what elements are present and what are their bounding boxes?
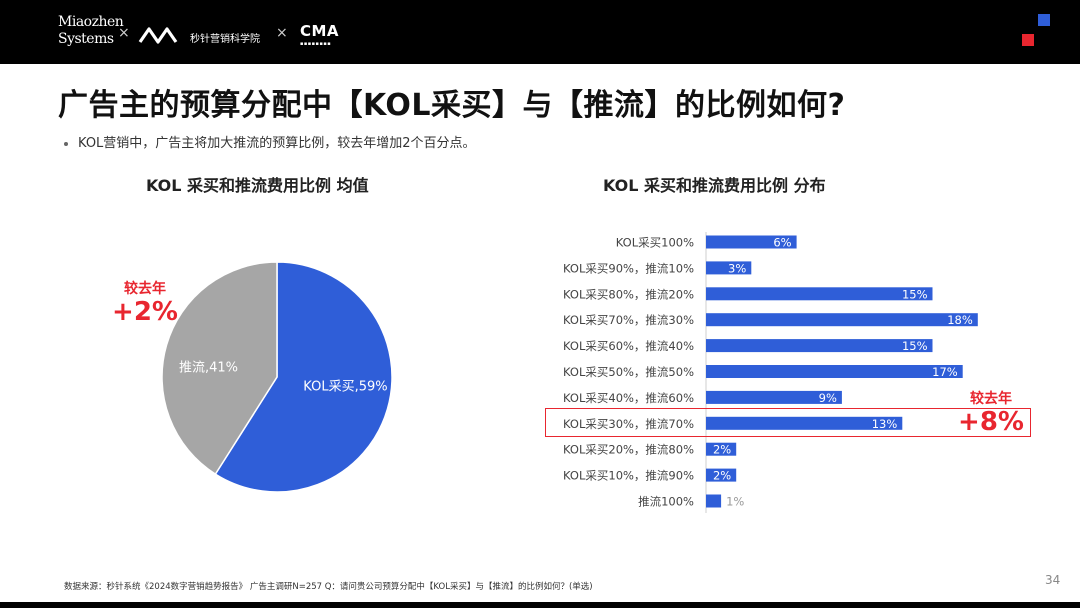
bar-category-label: 推流100% — [638, 495, 694, 509]
bar-value-label: 15% — [902, 339, 928, 353]
cross-icon: × — [118, 25, 130, 41]
page-title: 广告主的预算分配中【KOL采买】与【推流】的比例如何? — [58, 88, 846, 123]
bar — [706, 390, 842, 404]
bar — [706, 494, 722, 508]
bar-category-label: KOL采买70%，推流30% — [563, 313, 694, 327]
bar-value-label: 9% — [819, 391, 837, 405]
cross-icon: × — [276, 25, 288, 41]
bar-chart-title: KOL 采买和推流费用比例 分布 — [603, 176, 826, 195]
bar — [706, 287, 933, 301]
footer-bar — [0, 602, 1080, 608]
pie-change-value: +2% — [112, 297, 178, 327]
bar — [706, 261, 752, 275]
bar-category-label: KOL采买30%，推流70% — [563, 417, 694, 431]
decor-red-square — [1022, 34, 1034, 46]
bullet-text: KOL营销中，广告主将加大推流的预算比例，较去年增加2个百分点。 — [78, 136, 476, 151]
bar-category-label: KOL采买10%，推流90% — [563, 469, 694, 483]
decor-blue-square — [1038, 14, 1050, 26]
miaozhen-logo: Miaozhen Systems — [58, 14, 124, 47]
bar-value-label: 2% — [713, 469, 731, 483]
bar-value-label: 1% — [726, 495, 744, 509]
pie-slice-label: 推流,41% — [179, 360, 238, 375]
pie-change-label: 较去年 — [124, 281, 166, 297]
pie-chart-title: KOL 采买和推流费用比例 均值 — [146, 176, 369, 195]
header-bar: Miaozhen Systems × 秒针营销科学院 × CMA ▪▪▪▪▪▪▪… — [0, 0, 1080, 64]
bullet-dot-icon — [64, 141, 68, 146]
bar-change-callout: 较去年 +8% — [958, 388, 1024, 436]
bar — [706, 442, 737, 456]
cma-logo: CMA — [300, 22, 340, 40]
bar — [706, 365, 963, 378]
bar — [706, 235, 797, 249]
bar-change-label: 较去年 — [970, 391, 1012, 407]
bar-category-label: KOL采买80%，推流20% — [563, 287, 694, 301]
pie-slice — [214, 261, 393, 493]
source-note: 数据来源：秒针系统《2024数字营销趋势报告》 广告主调研N=257 Q：请问贵… — [64, 582, 593, 592]
bar-change-value: +8% — [958, 407, 1024, 437]
cma-logo-subtext: ▪▪▪▪▪▪▪▪ — [300, 41, 332, 47]
pie-change-callout: 较去年 +2% — [112, 278, 178, 326]
bar-value-label: 6% — [773, 236, 791, 250]
bar — [706, 313, 978, 327]
pie-slice — [161, 261, 278, 476]
bar-category-label: KOL采买100% — [616, 236, 694, 250]
bar-category-label: KOL采买60%，推流40% — [563, 339, 694, 353]
pie-slice-label: KOL采买,59% — [303, 380, 387, 395]
page-number: 34 — [1045, 573, 1061, 587]
bar-value-label: 13% — [872, 417, 898, 431]
bar-category-label: KOL采买20%，推流80% — [563, 443, 694, 457]
bar-value-label: 17% — [932, 365, 958, 379]
bar-value-label: 15% — [902, 287, 928, 301]
bar — [706, 339, 933, 353]
bar-value-label: 2% — [713, 443, 731, 457]
mz-academy-logo-icon — [138, 27, 178, 44]
bar-category-label: KOL采买40%，推流60% — [563, 391, 694, 405]
bar-category-label: KOL采买50%，推流50% — [563, 365, 694, 379]
bar — [706, 416, 903, 430]
bar — [706, 468, 737, 482]
highlight-box — [545, 408, 1031, 437]
academy-name: 秒针营销科学院 — [190, 34, 260, 45]
bar-value-label: 18% — [947, 313, 973, 327]
bar-value-label: 3% — [728, 261, 746, 275]
bar-category-label: KOL采买90%，推流10% — [563, 261, 694, 275]
bullet-note: KOL营销中，广告主将加大推流的预算比例，较去年增加2个百分点。 — [64, 132, 476, 151]
